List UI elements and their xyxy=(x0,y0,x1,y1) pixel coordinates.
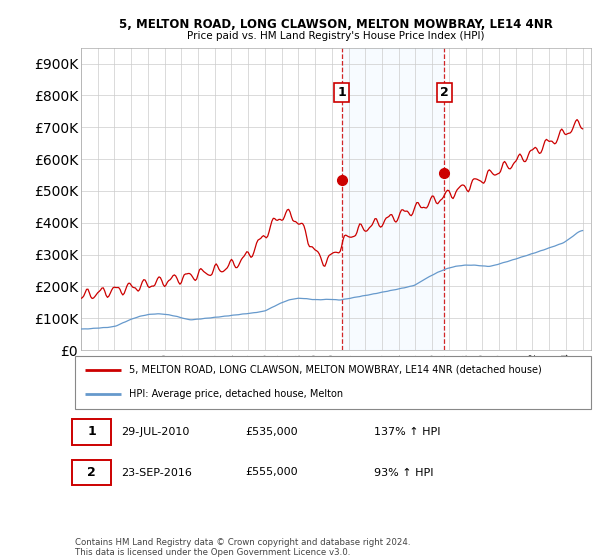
Text: HPI: Average price, detached house, Melton: HPI: Average price, detached house, Melt… xyxy=(129,389,343,399)
Text: Price paid vs. HM Land Registry's House Price Index (HPI): Price paid vs. HM Land Registry's House … xyxy=(187,31,485,41)
FancyBboxPatch shape xyxy=(73,460,111,486)
Text: 2: 2 xyxy=(440,86,449,99)
Text: 137% ↑ HPI: 137% ↑ HPI xyxy=(374,427,441,437)
Text: £555,000: £555,000 xyxy=(245,468,298,478)
Text: 23-SEP-2016: 23-SEP-2016 xyxy=(121,468,193,478)
Text: 93% ↑ HPI: 93% ↑ HPI xyxy=(374,468,434,478)
Bar xyxy=(341,48,445,350)
Text: 2: 2 xyxy=(88,466,96,479)
FancyBboxPatch shape xyxy=(75,356,591,409)
Text: £535,000: £535,000 xyxy=(245,427,298,437)
Text: 29-JUL-2010: 29-JUL-2010 xyxy=(121,427,190,437)
Text: 1: 1 xyxy=(88,426,96,438)
Text: 5, MELTON ROAD, LONG CLAWSON, MELTON MOWBRAY, LE14 4NR (detached house): 5, MELTON ROAD, LONG CLAWSON, MELTON MOW… xyxy=(129,365,542,375)
Text: 5, MELTON ROAD, LONG CLAWSON, MELTON MOWBRAY, LE14 4NR: 5, MELTON ROAD, LONG CLAWSON, MELTON MOW… xyxy=(119,18,553,31)
FancyBboxPatch shape xyxy=(73,419,111,445)
Text: 1: 1 xyxy=(337,86,346,99)
Text: Contains HM Land Registry data © Crown copyright and database right 2024.
This d: Contains HM Land Registry data © Crown c… xyxy=(75,538,410,557)
